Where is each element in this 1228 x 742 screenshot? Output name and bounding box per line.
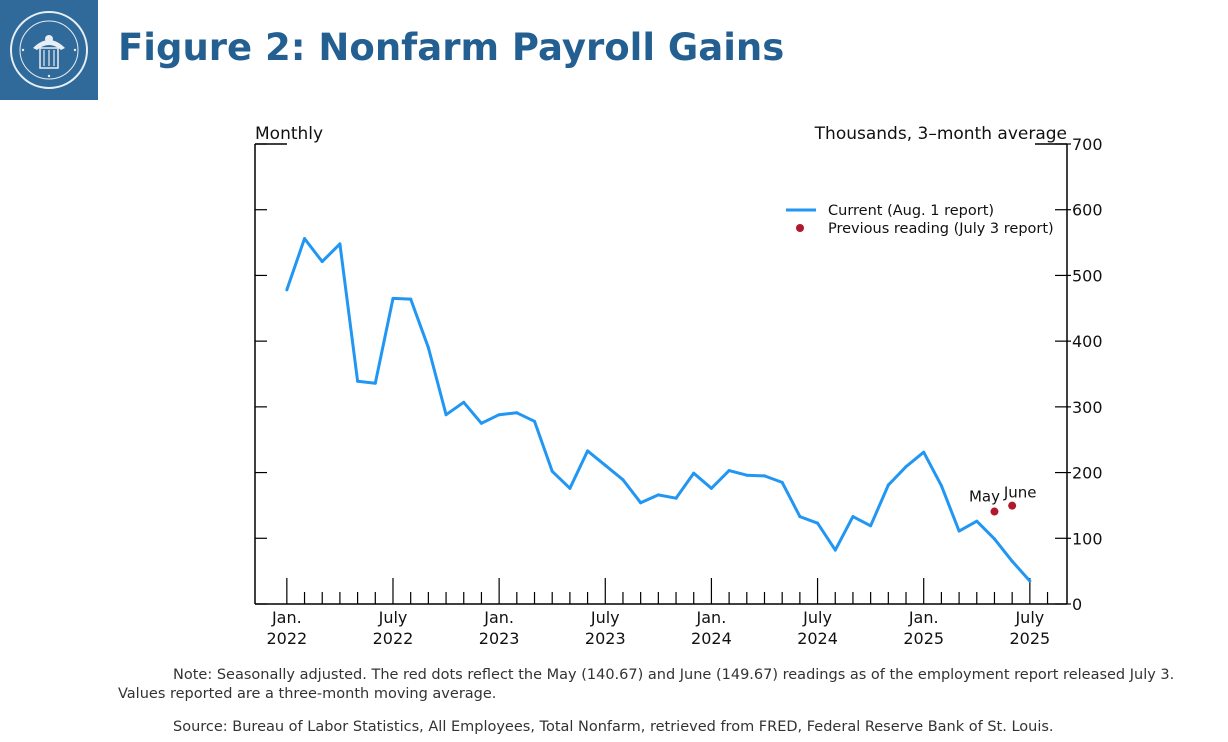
series-point <box>957 529 961 533</box>
series-point <box>639 501 643 505</box>
x-tick-year: 2023 <box>585 629 626 648</box>
y-tick-label: 700 <box>1072 135 1103 154</box>
series-point <box>1028 579 1032 583</box>
x-tick-year: 2025 <box>903 629 944 648</box>
y-tick-label: 200 <box>1072 464 1103 483</box>
series-point <box>992 537 996 541</box>
x-tick-year: 2022 <box>266 629 307 648</box>
series-point <box>409 297 413 301</box>
series-point <box>356 379 360 383</box>
x-tick-label: July <box>378 608 408 627</box>
series-point <box>303 237 307 241</box>
series-point <box>285 288 289 292</box>
y-tick-label: 100 <box>1072 529 1103 548</box>
legend-previous-label: Previous reading (July 3 report) <box>828 221 1054 237</box>
footnote: Note: Seasonally adjusted. The red dots … <box>118 667 1175 702</box>
y-tick-label: 400 <box>1072 332 1103 351</box>
series-point <box>621 478 625 482</box>
series-point <box>1010 559 1014 563</box>
series-point <box>709 486 713 490</box>
series-point <box>391 296 395 300</box>
legend-current-label: Current (Aug. 1 report) <box>828 203 994 219</box>
series-point <box>780 480 784 484</box>
previous-reading-dot <box>990 507 999 516</box>
series-point <box>816 521 820 525</box>
series-point <box>338 242 342 246</box>
series-point <box>656 493 660 497</box>
series-point <box>975 519 979 523</box>
series-point <box>320 260 324 264</box>
y-tick-label: 500 <box>1072 266 1103 285</box>
series-point <box>550 469 554 473</box>
series-point <box>692 471 696 475</box>
series-point <box>833 548 837 552</box>
series-point <box>444 413 448 417</box>
previous-reading-label: June <box>1003 484 1037 502</box>
series-point <box>904 465 908 469</box>
previous-reading-label: May <box>969 488 1000 506</box>
federal-reserve-seal <box>0 0 98 100</box>
y-tick-label: 0 <box>1072 595 1082 614</box>
page-title: Figure 2: Nonfarm Payroll Gains <box>118 26 785 69</box>
series-point <box>479 421 483 425</box>
seal-emblem <box>10 11 88 89</box>
series-point <box>533 419 537 423</box>
series-point <box>426 346 430 350</box>
x-tick-label: July <box>1014 608 1044 627</box>
y-tick-label: 300 <box>1072 398 1103 417</box>
series-point <box>462 400 466 404</box>
series-point <box>869 524 873 528</box>
series-point <box>922 450 926 454</box>
left-axis-label: Monthly <box>255 124 323 144</box>
previous-reading-dot <box>1008 501 1017 510</box>
series-point <box>762 474 766 478</box>
series-point <box>515 411 519 415</box>
x-tick-label: Jan. <box>908 608 939 627</box>
series-point <box>586 449 590 453</box>
x-tick-year: 2025 <box>1009 629 1050 648</box>
series-point <box>603 463 607 467</box>
source-note: Source: Bureau of Labor Statistics, All … <box>173 719 1054 735</box>
series-point <box>745 473 749 477</box>
x-tick-label: Jan. <box>696 608 727 627</box>
series-point <box>727 469 731 473</box>
series-point <box>851 515 855 519</box>
series-line-current <box>285 237 1031 582</box>
y-tick-label: 600 <box>1072 201 1103 220</box>
x-tick-year: 2024 <box>797 629 838 648</box>
series-point <box>798 515 802 519</box>
series-point <box>497 413 501 417</box>
series-point <box>568 486 572 490</box>
x-tick-label: Jan. <box>271 608 302 627</box>
right-axis-label: Thousands, 3–month average <box>814 124 1067 144</box>
legend-previous-swatch <box>796 224 804 232</box>
x-tick-year: 2024 <box>691 629 732 648</box>
series-point <box>373 381 377 385</box>
x-tick-year: 2022 <box>373 629 414 648</box>
x-tick-year: 2023 <box>479 629 520 648</box>
series-point <box>674 496 678 500</box>
x-tick-label: July <box>590 608 620 627</box>
series-point <box>886 483 890 487</box>
series-point <box>939 484 943 488</box>
x-tick-label: Jan. <box>483 608 514 627</box>
x-tick-label: July <box>802 608 832 627</box>
